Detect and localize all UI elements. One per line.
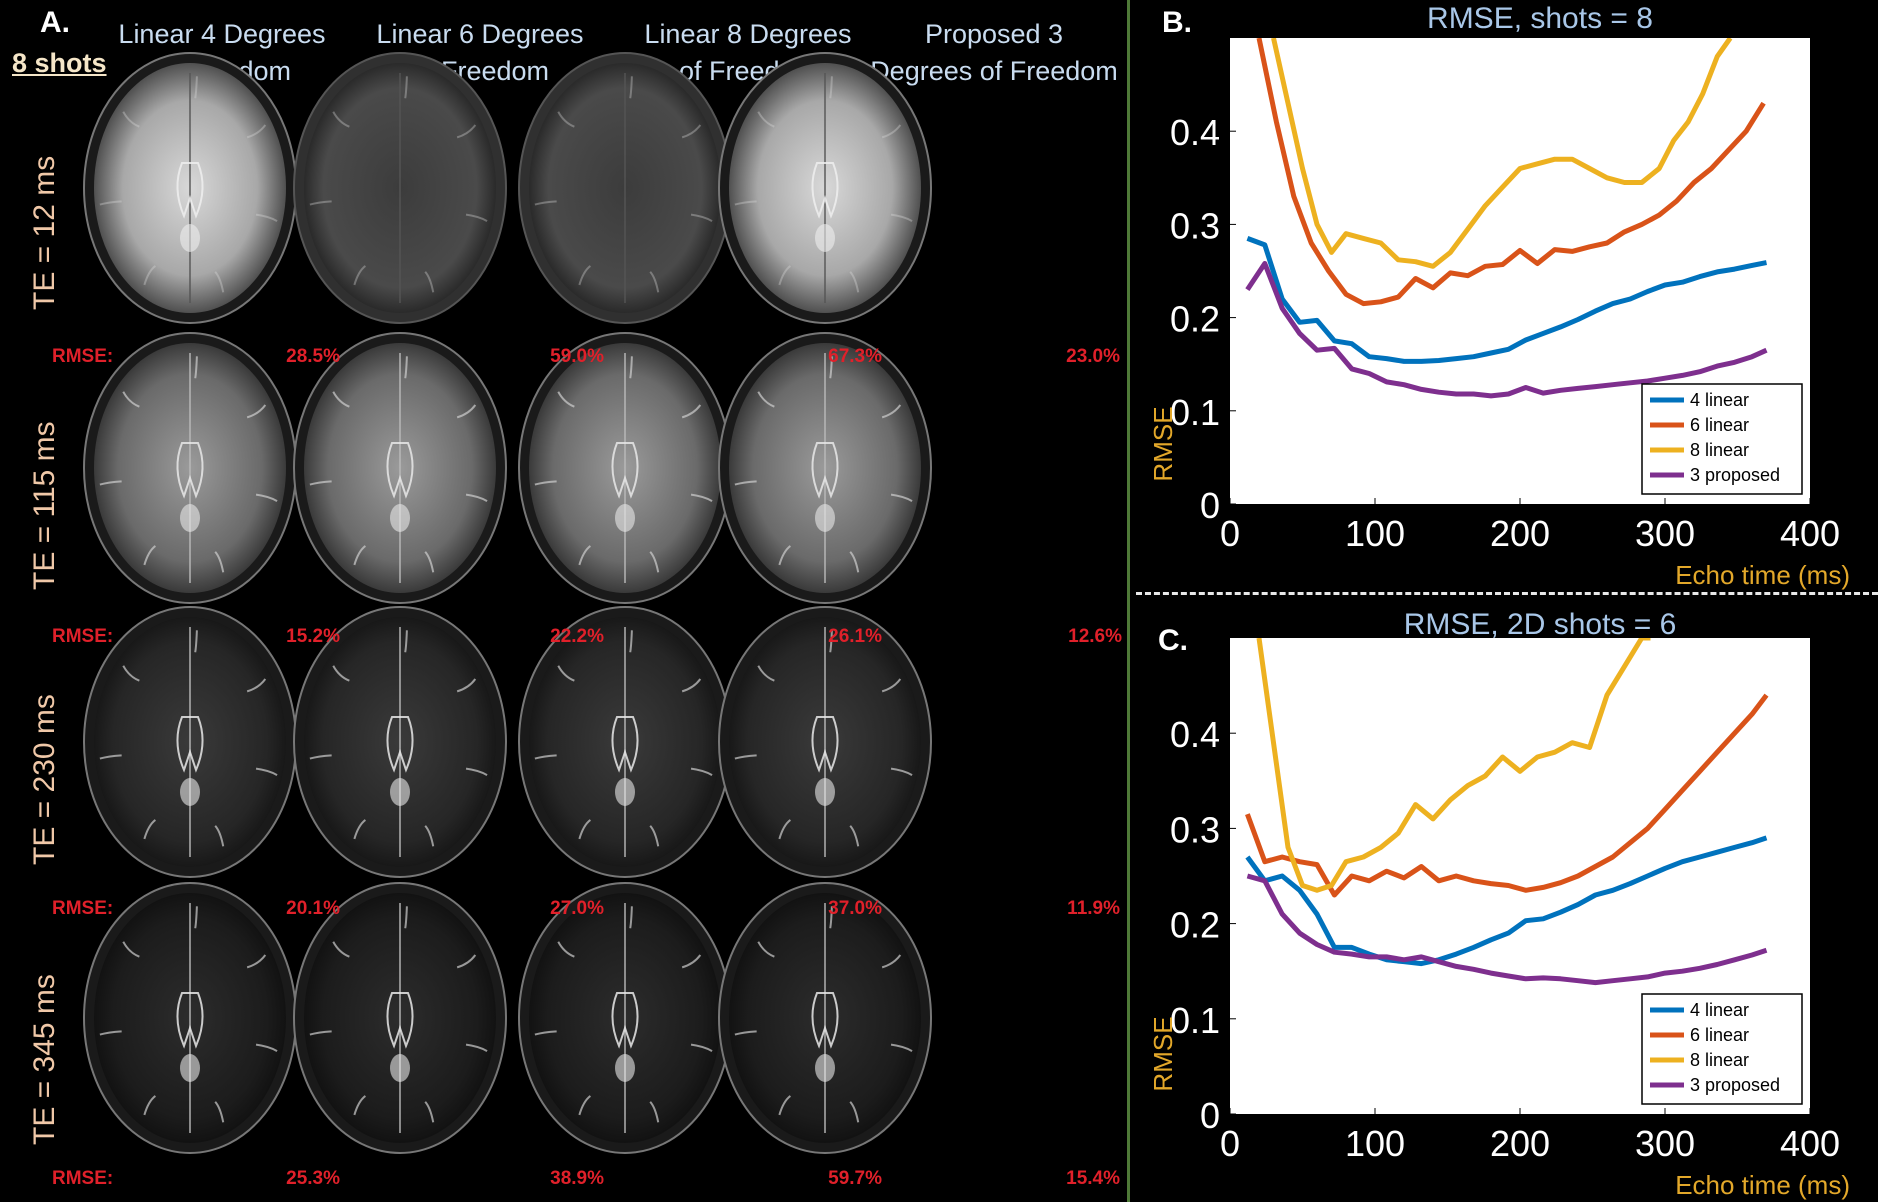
- series-line-4-linear: [1245, 835, 1768, 967]
- rmse-value: 23.0%: [1066, 346, 1120, 367]
- rmse-value: 20.1%: [286, 898, 340, 919]
- rmse-value: 27.0%: [550, 898, 604, 919]
- legend-label: 3 proposed: [1690, 1075, 1780, 1095]
- y-axis-label: RMSE: [1148, 406, 1178, 481]
- y-tick-label: 0: [1200, 1095, 1220, 1136]
- x-tick-label: 100: [1345, 513, 1405, 554]
- chart-b-title: RMSE, shots = 8: [1427, 2, 1653, 35]
- rmse-label: RMSE:: [52, 346, 114, 367]
- y-tick-label: 0.3: [1170, 205, 1220, 246]
- brain-slice-image: [83, 332, 297, 604]
- series-line-4-linear: [1246, 236, 1767, 364]
- x-tick-label: 0: [1220, 1123, 1240, 1164]
- brain-slice-image: [293, 882, 507, 1154]
- series-line-6-linear: [1256, 38, 1766, 307]
- x-tick-label: 300: [1635, 513, 1695, 554]
- y-tick-label: 0.2: [1170, 905, 1220, 946]
- y-tick-label: 0.3: [1170, 809, 1220, 850]
- y-tick-label: 0.2: [1170, 299, 1220, 340]
- legend: 4 linear 6 linear 8 linear 3 proposed: [1641, 993, 1803, 1105]
- rmse-label: RMSE:: [52, 1168, 114, 1189]
- brain-slice-image: [293, 332, 507, 604]
- rmse-value: 22.2%: [550, 626, 604, 647]
- rmse-value: 26.1%: [828, 626, 882, 647]
- rmse-value: 59.0%: [550, 346, 604, 367]
- legend-label: 6 linear: [1690, 415, 1749, 435]
- y-tick-label: 0.1: [1170, 1000, 1220, 1041]
- x-tick-label: 200: [1490, 513, 1550, 554]
- x-tick-label: 100: [1345, 1123, 1405, 1164]
- brain-slice-image: [293, 606, 507, 878]
- legend-label: 3 proposed: [1690, 465, 1780, 485]
- rmse-value: 12.6%: [1068, 626, 1122, 647]
- panel-divider-vertical: [1127, 0, 1130, 1202]
- panel-c-label: C.: [1158, 624, 1188, 657]
- brain-slice-image: [518, 606, 732, 878]
- legend: 4 linear 6 linear 8 linear 3 proposed: [1641, 383, 1803, 495]
- brain-slice-image: [293, 52, 507, 324]
- rmse-value: 11.9%: [1067, 898, 1120, 919]
- chart-b: 0 0.1 0.2 0.3 0.4 0 100 200 300 400 Echo time (ms)…: [1148, 38, 1850, 590]
- brain-image-grid: [83, 52, 932, 1154]
- legend-label: 4 linear: [1690, 1000, 1749, 1020]
- chart-c-title: RMSE, 2D shots = 6: [1403, 608, 1677, 641]
- brain-slice-image: [83, 606, 297, 878]
- rmse-value: 25.3%: [286, 1168, 340, 1189]
- rmse-value: 67.3%: [828, 346, 882, 367]
- rmse-value: 59.7%: [828, 1168, 882, 1189]
- series-line-3-proposed: [1245, 261, 1768, 399]
- rmse-value: 15.4%: [1066, 1168, 1120, 1189]
- column-header-proposed-3: Proposed 3 Degrees of Freedom: [870, 19, 1118, 86]
- y-tick-label: 0.1: [1170, 392, 1220, 433]
- chart-c: 0 0.1 0.2 0.3 0.4 0 100 200 300 400 Echo time (ms)…: [1148, 638, 1850, 1200]
- plot-area: [1230, 638, 1810, 1114]
- rmse-value: 15.2%: [286, 626, 340, 647]
- series-line-8-linear: [1256, 638, 1651, 893]
- x-axis-label: Echo time (ms): [1675, 1170, 1850, 1200]
- brain-slice-image: [83, 882, 297, 1154]
- brain-slice-image: [718, 332, 932, 604]
- legend-label: 8 linear: [1690, 440, 1749, 460]
- legend-label: 4 linear: [1690, 390, 1749, 410]
- brain-slice-image: [718, 882, 932, 1154]
- rmse-value: 37.0%: [828, 898, 882, 919]
- y-tick-label: 0.4: [1170, 714, 1220, 755]
- rmse-value: 38.9%: [550, 1168, 604, 1189]
- panel-a-label: A.: [40, 6, 70, 39]
- series-line-3-proposed: [1246, 873, 1768, 986]
- x-tick-label: 200: [1490, 1123, 1550, 1164]
- column-header-linear-6: Linear 6 Degrees of Freedom: [376, 19, 584, 86]
- brain-slice-image: [518, 332, 732, 604]
- brain-slice-image: [718, 606, 932, 878]
- x-tick-label: 0: [1220, 513, 1240, 554]
- x-tick-label: 400: [1780, 513, 1840, 554]
- panel-b-label: B.: [1162, 6, 1192, 39]
- legend-label: 8 linear: [1690, 1050, 1749, 1070]
- series-line-8-linear: [1271, 38, 1733, 269]
- shots-label: 8 shots: [12, 48, 107, 78]
- x-axis-label: Echo time (ms): [1675, 560, 1850, 590]
- brain-slice-image: [518, 52, 732, 324]
- legend-label: 6 linear: [1690, 1025, 1749, 1045]
- x-tick-label: 400: [1780, 1123, 1840, 1164]
- y-tick-label: 0: [1200, 485, 1220, 526]
- rmse-label: RMSE:: [52, 898, 114, 919]
- rmse-label: RMSE:: [52, 626, 114, 647]
- x-tick-label: 300: [1635, 1123, 1695, 1164]
- y-tick-label: 0.4: [1170, 112, 1220, 153]
- rmse-value: 28.5%: [286, 346, 340, 367]
- y-axis-label: RMSE: [1148, 1016, 1178, 1091]
- panel-divider-dashed: [1136, 592, 1878, 595]
- brain-slice-image: [83, 52, 297, 324]
- brain-slice-image: [718, 52, 932, 324]
- brain-slice-image: [518, 882, 732, 1154]
- series-line-6-linear: [1245, 693, 1769, 898]
